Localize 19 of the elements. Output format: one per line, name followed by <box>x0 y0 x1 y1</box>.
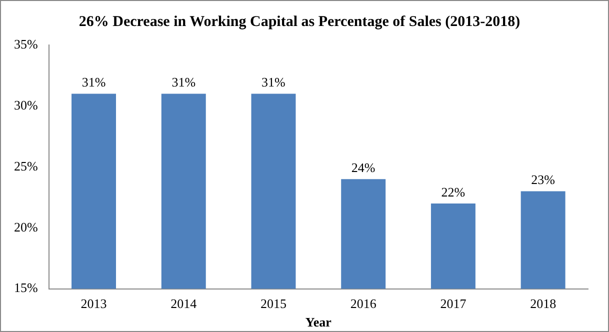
y-tick-label: 15% <box>14 280 38 296</box>
data-label: 24% <box>351 160 376 176</box>
data-label: 22% <box>441 184 466 200</box>
x-tick-label: 2017 <box>440 296 467 312</box>
y-tick-label: 20% <box>14 219 38 234</box>
x-tick-label: 2016 <box>350 296 377 312</box>
x-tick-label: 2015 <box>260 296 286 312</box>
y-tick-label: 35% <box>14 36 38 52</box>
x-tick-label: 2018 <box>530 296 556 312</box>
data-label: 31% <box>82 74 106 90</box>
x-tick-label: 2014 <box>170 296 198 312</box>
data-label: 31% <box>172 74 196 90</box>
x-tick-label: 2013 <box>80 296 107 312</box>
y-tick-label: 25% <box>14 158 38 174</box>
data-label: 23% <box>531 172 556 188</box>
y-tick-label: 30% <box>14 97 38 112</box>
chart-title: 26% Decrease in Working Capital as Percentage of Sales (2013-2018) <box>78 14 520 30</box>
x-axis-title: Year <box>305 314 332 330</box>
data-label: 31% <box>262 74 286 90</box>
